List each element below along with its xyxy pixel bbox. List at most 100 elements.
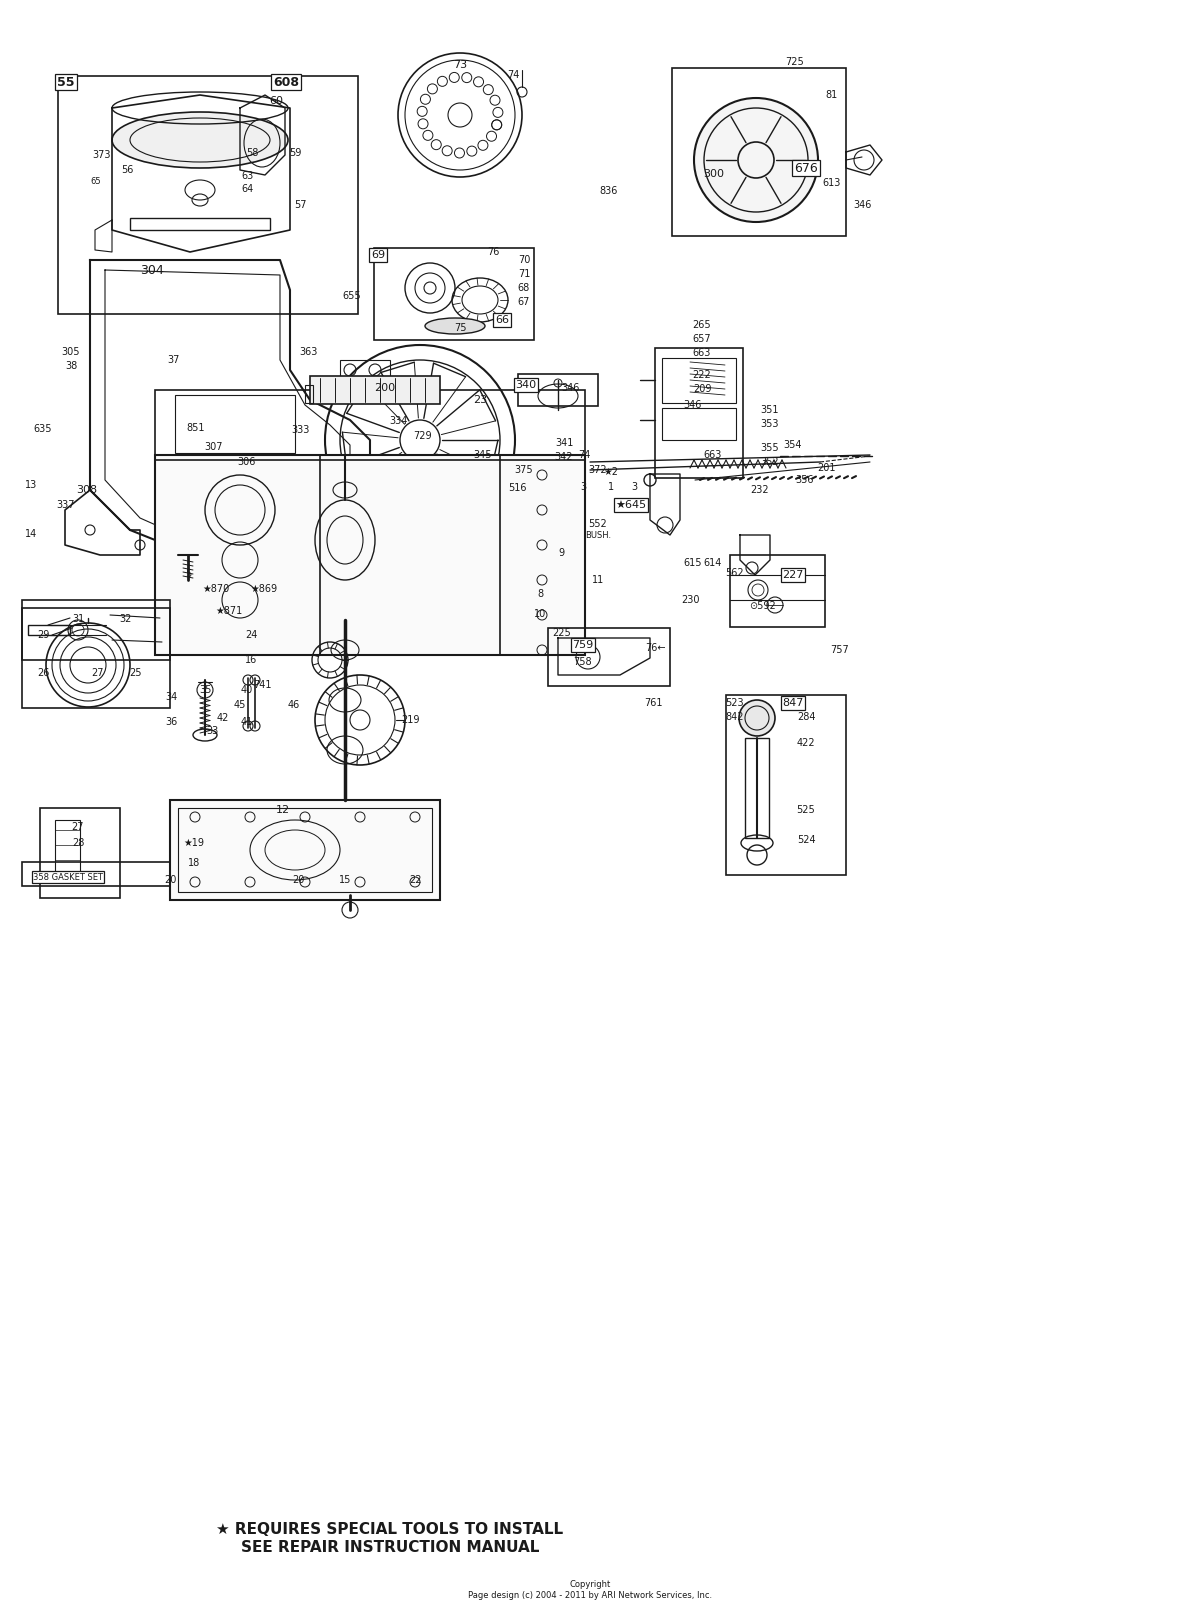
Text: 373: 373 bbox=[93, 150, 111, 160]
Text: 33: 33 bbox=[205, 725, 218, 737]
Bar bbox=[28, 625, 70, 635]
Text: 225: 225 bbox=[552, 629, 571, 638]
Bar bbox=[374, 248, 535, 340]
Text: 614: 614 bbox=[703, 558, 722, 567]
Text: 741: 741 bbox=[253, 680, 271, 690]
Bar bbox=[745, 738, 769, 838]
Text: 81: 81 bbox=[826, 90, 838, 100]
Text: 655: 655 bbox=[342, 292, 361, 301]
Text: 74: 74 bbox=[578, 450, 590, 459]
Text: 55: 55 bbox=[58, 76, 74, 89]
Text: 516: 516 bbox=[507, 484, 526, 493]
Text: 847: 847 bbox=[782, 698, 804, 708]
Bar bbox=[726, 695, 846, 875]
Text: 562: 562 bbox=[726, 567, 745, 579]
Text: 524: 524 bbox=[796, 835, 815, 845]
Text: 345: 345 bbox=[473, 450, 492, 459]
Bar bbox=[671, 68, 846, 235]
Text: ★871: ★871 bbox=[216, 606, 243, 616]
Text: 725: 725 bbox=[786, 56, 805, 68]
Text: 37: 37 bbox=[166, 355, 179, 364]
Text: 657: 657 bbox=[693, 334, 712, 343]
Text: 8: 8 bbox=[537, 588, 543, 600]
Text: 38: 38 bbox=[65, 361, 77, 371]
Text: 358 GASKET SET: 358 GASKET SET bbox=[33, 872, 103, 882]
Text: Copyright
Page design (c) 2004 - 2011 by ARI Network Services, Inc.: Copyright Page design (c) 2004 - 2011 by… bbox=[468, 1580, 712, 1599]
Text: 300: 300 bbox=[703, 169, 725, 179]
Text: 346: 346 bbox=[562, 384, 581, 393]
Text: 663: 663 bbox=[693, 348, 712, 358]
Bar bbox=[155, 455, 585, 654]
Text: 200: 200 bbox=[374, 384, 395, 393]
Text: 26: 26 bbox=[37, 667, 50, 679]
Text: 69: 69 bbox=[371, 250, 385, 260]
Text: 35: 35 bbox=[198, 685, 211, 695]
Bar bbox=[40, 808, 120, 898]
Text: 40: 40 bbox=[241, 685, 254, 695]
Text: 20: 20 bbox=[291, 875, 304, 885]
Text: 3: 3 bbox=[579, 482, 586, 492]
Bar bbox=[340, 359, 391, 380]
Text: 353: 353 bbox=[761, 419, 779, 429]
Text: 36: 36 bbox=[165, 717, 177, 727]
Text: 10: 10 bbox=[533, 609, 546, 619]
Bar bbox=[55, 821, 80, 875]
Text: 351: 351 bbox=[761, 405, 779, 414]
Bar bbox=[22, 600, 170, 659]
Text: 23: 23 bbox=[473, 395, 487, 405]
Text: ★645: ★645 bbox=[616, 500, 647, 509]
Text: 232: 232 bbox=[750, 485, 769, 495]
Text: 761: 761 bbox=[644, 698, 662, 708]
Text: 615: 615 bbox=[683, 558, 702, 567]
Text: 523: 523 bbox=[726, 698, 745, 708]
Text: 16: 16 bbox=[245, 654, 257, 666]
Text: 613: 613 bbox=[822, 177, 841, 189]
Text: 15: 15 bbox=[339, 875, 352, 885]
Text: 307: 307 bbox=[205, 442, 223, 451]
Text: 305: 305 bbox=[61, 347, 80, 356]
Text: 354: 354 bbox=[784, 440, 802, 450]
Text: 842: 842 bbox=[726, 713, 745, 722]
Bar bbox=[730, 555, 825, 627]
Text: 58: 58 bbox=[245, 148, 258, 158]
Text: 422: 422 bbox=[796, 738, 815, 748]
Text: 352: 352 bbox=[761, 456, 779, 467]
Text: ⊙592: ⊙592 bbox=[748, 601, 775, 611]
Text: 342: 342 bbox=[555, 451, 573, 463]
Bar bbox=[175, 395, 295, 453]
Text: 74: 74 bbox=[507, 69, 519, 81]
Ellipse shape bbox=[112, 111, 288, 168]
Text: 284: 284 bbox=[796, 713, 815, 722]
Bar bbox=[310, 376, 440, 405]
Text: 76: 76 bbox=[487, 247, 499, 256]
Text: 56: 56 bbox=[120, 164, 133, 176]
Text: 75: 75 bbox=[454, 322, 466, 334]
Text: ★869: ★869 bbox=[250, 584, 277, 593]
Bar bbox=[130, 218, 270, 231]
Text: 222: 222 bbox=[693, 371, 712, 380]
Text: 306: 306 bbox=[237, 456, 255, 467]
Text: 5: 5 bbox=[185, 569, 191, 579]
Text: ★ REQUIRES SPECIAL TOOLS TO INSTALL: ★ REQUIRES SPECIAL TOOLS TO INSTALL bbox=[216, 1522, 564, 1538]
Text: 676: 676 bbox=[794, 161, 818, 174]
Text: 45: 45 bbox=[234, 700, 247, 709]
Text: 9: 9 bbox=[558, 548, 564, 558]
Bar bbox=[548, 629, 670, 687]
Text: 59: 59 bbox=[289, 148, 301, 158]
Text: ★19: ★19 bbox=[184, 838, 204, 848]
Circle shape bbox=[739, 700, 775, 737]
Text: BUSH.: BUSH. bbox=[585, 532, 611, 540]
Text: 265: 265 bbox=[693, 321, 712, 330]
Text: 71: 71 bbox=[518, 269, 530, 279]
Bar bbox=[662, 408, 736, 440]
Text: 552: 552 bbox=[589, 519, 608, 529]
Text: 76←: 76← bbox=[644, 643, 666, 653]
Text: 68: 68 bbox=[518, 284, 530, 293]
Circle shape bbox=[694, 98, 818, 222]
Text: 375: 375 bbox=[514, 464, 533, 476]
Text: 57: 57 bbox=[294, 200, 307, 210]
Text: 27: 27 bbox=[92, 667, 104, 679]
Bar bbox=[22, 608, 170, 708]
Text: 1: 1 bbox=[608, 482, 614, 492]
Text: 333: 333 bbox=[290, 426, 309, 435]
